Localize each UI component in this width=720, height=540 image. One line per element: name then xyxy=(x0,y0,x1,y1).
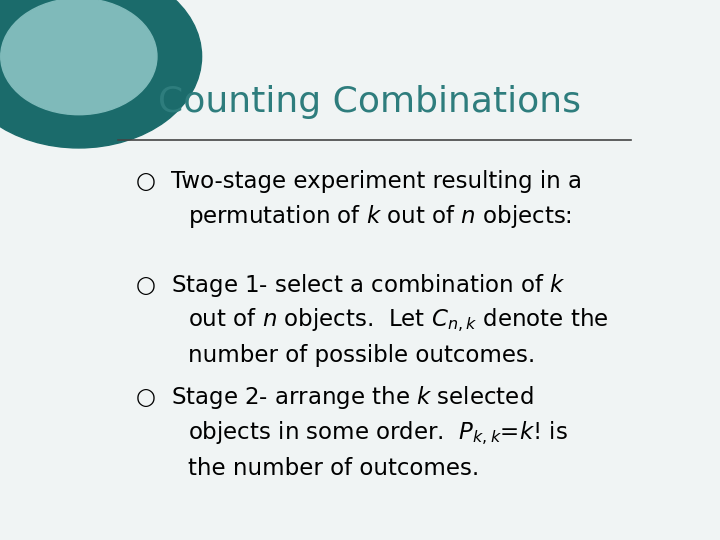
Circle shape xyxy=(1,0,157,114)
Circle shape xyxy=(0,0,202,148)
Text: the number of outcomes.: the number of outcomes. xyxy=(188,457,479,480)
Text: number of possible outcomes.: number of possible outcomes. xyxy=(188,345,535,367)
Text: Two-stage experiment resulting in a: Two-stage experiment resulting in a xyxy=(171,170,582,193)
Text: ○: ○ xyxy=(136,274,156,296)
Text: objects in some order.  $\it{P}$$_{k,k}$=$\it{k}$! is: objects in some order. $\it{P}$$_{k,k}$=… xyxy=(188,419,567,447)
Text: Stage 2- arrange the $\it{k}$ selected: Stage 2- arrange the $\it{k}$ selected xyxy=(171,384,534,411)
Text: permutation of $\it{k}$ out of $\it{n}$ objects:: permutation of $\it{k}$ out of $\it{n}$ … xyxy=(188,203,572,230)
Text: Counting Combinations: Counting Combinations xyxy=(158,85,580,119)
Text: out of $\it{n}$ objects.  Let $\it{C}$$_{n,k}$ denote the: out of $\it{n}$ objects. Let $\it{C}$$_{… xyxy=(188,307,608,334)
Text: Stage 1- select a combination of $\it{k}$: Stage 1- select a combination of $\it{k}… xyxy=(171,272,565,299)
Text: ○: ○ xyxy=(136,386,156,409)
Text: ○: ○ xyxy=(136,170,156,193)
